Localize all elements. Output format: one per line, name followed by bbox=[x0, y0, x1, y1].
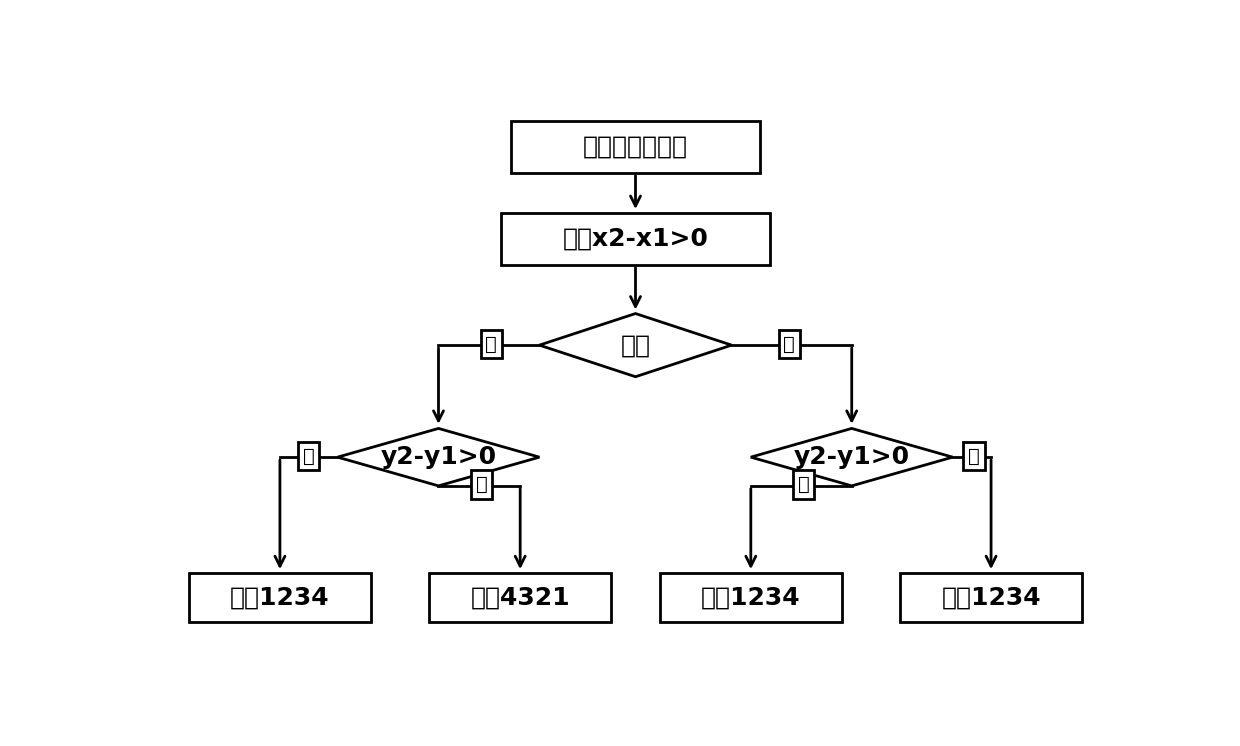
Polygon shape bbox=[751, 428, 952, 486]
Text: 顺序1234: 顺序1234 bbox=[701, 586, 801, 610]
Text: 是: 是 bbox=[784, 334, 795, 354]
Text: 输入切触点数据: 输入切触点数据 bbox=[583, 135, 688, 159]
Text: y2-y1>0: y2-y1>0 bbox=[381, 445, 496, 469]
Text: 是: 是 bbox=[476, 475, 487, 494]
Text: 顺序4321: 顺序4321 bbox=[470, 586, 570, 610]
Bar bbox=[660, 574, 842, 622]
Text: 否: 否 bbox=[303, 447, 315, 466]
Bar bbox=[511, 121, 760, 173]
Text: 否: 否 bbox=[968, 447, 980, 466]
Text: 顺序1234: 顺序1234 bbox=[941, 586, 1040, 610]
Bar bbox=[188, 574, 371, 622]
Bar bbox=[429, 574, 611, 622]
Text: 否: 否 bbox=[486, 334, 497, 354]
Polygon shape bbox=[539, 313, 732, 377]
Text: 假设x2-x1>0: 假设x2-x1>0 bbox=[563, 227, 708, 251]
Text: 左旋: 左旋 bbox=[620, 333, 651, 357]
Bar bbox=[900, 574, 1083, 622]
Text: y2-y1>0: y2-y1>0 bbox=[794, 445, 910, 469]
Bar bbox=[501, 213, 770, 265]
Text: 是: 是 bbox=[797, 475, 810, 494]
Text: 顺序1234: 顺序1234 bbox=[231, 586, 330, 610]
Polygon shape bbox=[337, 428, 539, 486]
